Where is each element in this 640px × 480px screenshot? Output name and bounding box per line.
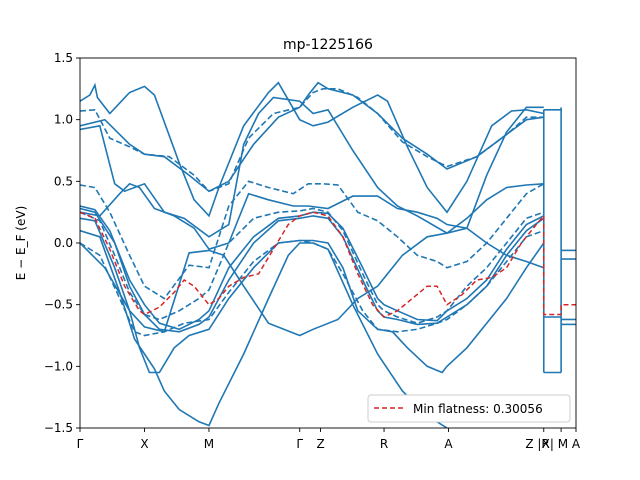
band-solid-7 xyxy=(80,183,544,337)
x-tick-label-9: A xyxy=(572,437,581,451)
y-tick-label-3: 0.0 xyxy=(54,236,73,250)
band-solid-6 xyxy=(80,229,448,428)
legend-label: Min flatness: 0.30056 xyxy=(413,402,543,416)
band-solid-5 xyxy=(80,217,545,374)
x-tick-label-2: M xyxy=(204,437,214,451)
band-solid-0 xyxy=(80,81,544,218)
band-dashed-2 xyxy=(80,207,545,325)
y-tick-label-5: 1.0 xyxy=(54,113,73,127)
legend-box xyxy=(367,394,571,423)
y-tick-label-6: 1.5 xyxy=(54,51,73,65)
y-tick-label-2: −0.5 xyxy=(44,298,73,312)
band-dashed-0 xyxy=(80,88,544,193)
y-tick-label-0: −1.5 xyxy=(44,421,73,435)
x-tick-label-8: X| M xyxy=(542,437,568,451)
chart-title: mp-1225166 xyxy=(283,37,373,53)
x-tick-label-6: A xyxy=(444,437,453,451)
x-tick-label-7: Z |R xyxy=(525,437,549,451)
x-tick-label-5: R xyxy=(380,437,388,451)
y-tick-label-4: 0.5 xyxy=(54,174,73,188)
legend: Min flatness: 0.30056 xyxy=(367,394,571,423)
band-dashed-1 xyxy=(80,180,545,300)
x-tick-label-3: Γ xyxy=(296,437,303,451)
y-axis-ticks: −1.5 −1.0 −0.5 0.0 0.5 1.0 1.5 xyxy=(44,51,80,435)
y-axis-label: E − E_F (eV) xyxy=(14,206,28,281)
kpath-lines xyxy=(144,58,561,428)
band-dashed-3 xyxy=(80,229,545,337)
flat-band-path xyxy=(80,211,576,318)
band-solid-4 xyxy=(80,207,545,333)
band-solid-3 xyxy=(80,205,545,331)
band-lines xyxy=(80,81,576,428)
x-tick-label-1: X xyxy=(140,437,148,451)
x-tick-label-4: Z xyxy=(316,437,324,451)
y-tick-label-1: −1.0 xyxy=(44,359,73,373)
band-solid-1 xyxy=(80,81,544,193)
flat-band-line xyxy=(80,211,576,318)
x-tick-label-0: Γ xyxy=(77,437,84,451)
band-solid-8 xyxy=(80,182,545,269)
